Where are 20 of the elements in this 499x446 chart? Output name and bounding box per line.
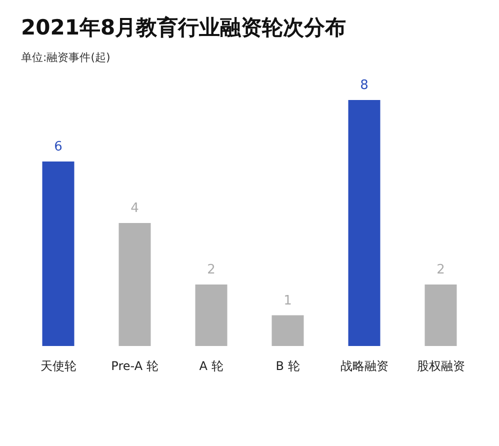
- bar: [424, 284, 457, 346]
- data-label: 1: [284, 293, 292, 308]
- x-tick-label: 战略融资: [340, 359, 388, 373]
- data-label: 4: [130, 201, 139, 216]
- chart-title: 2021年8月教育行业融资轮次分布: [21, 16, 346, 40]
- chart-subtitle: 单位:融资事件(起): [21, 51, 110, 64]
- bar: [118, 223, 151, 346]
- bar: [272, 315, 304, 346]
- data-label: 2: [207, 262, 216, 278]
- x-tick-label: Pre-A 轮: [111, 359, 158, 373]
- bar: [348, 100, 380, 346]
- data-label: 2: [436, 262, 445, 278]
- bar: [42, 162, 74, 346]
- x-tick-label: A 轮: [199, 359, 224, 373]
- bar: [195, 284, 228, 346]
- data-label: 6: [54, 140, 62, 154]
- x-tick-label: 天使轮: [40, 359, 76, 373]
- data-label: 8: [360, 78, 368, 93]
- x-tick-label: 股权融资: [416, 359, 465, 373]
- x-tick-label: B 轮: [276, 359, 300, 373]
